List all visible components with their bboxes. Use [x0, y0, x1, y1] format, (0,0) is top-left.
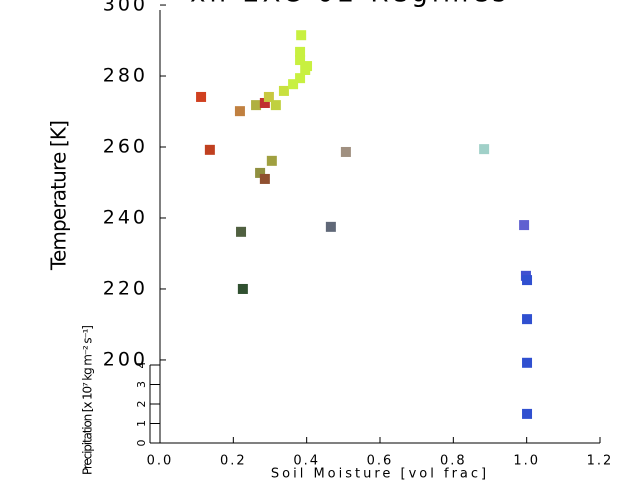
- y-tick-label: 220: [103, 277, 148, 299]
- x-tick-label: 0.4: [293, 454, 320, 469]
- x-axis-label: Soil Moisture [vol frac]: [271, 467, 489, 480]
- point: [255, 167, 266, 178]
- point: [278, 85, 289, 96]
- x-tick-label: 0.8: [440, 454, 467, 469]
- y-tick-label: 280: [103, 65, 148, 87]
- point: [296, 30, 307, 41]
- point: [234, 106, 245, 117]
- point: [259, 173, 270, 184]
- point: [295, 73, 306, 84]
- chart-title: xn EXC 02 Regimes: [190, 0, 510, 9]
- point: [479, 144, 490, 155]
- point: [259, 97, 270, 108]
- point: [325, 221, 336, 232]
- y-tick-label: 300: [103, 0, 148, 16]
- x-tick-label: 1.2: [587, 454, 614, 469]
- point: [295, 46, 306, 57]
- point: [266, 155, 277, 166]
- point: [263, 91, 274, 102]
- x-tick-label: 0.0: [147, 454, 174, 469]
- point: [522, 357, 533, 368]
- point: [251, 100, 262, 111]
- y2-tick-label: 4: [135, 362, 148, 369]
- x-tick-label: 0.6: [367, 454, 394, 469]
- point: [288, 79, 299, 90]
- y2-tick-label: 3: [135, 381, 148, 388]
- x-tick-label: 1.0: [513, 454, 540, 469]
- y2-tick-label: 2: [135, 401, 148, 408]
- point: [522, 314, 533, 325]
- point: [302, 61, 313, 72]
- y2-axis-label: Precipitation [x 10⁷ kg m⁻² s⁻¹]: [81, 325, 95, 475]
- y-tick-label: 240: [103, 206, 148, 228]
- x-tick-label: 0.2: [220, 454, 247, 469]
- y-tick-label: 260: [103, 135, 148, 157]
- point: [236, 226, 247, 237]
- point: [204, 144, 215, 155]
- point: [270, 100, 281, 111]
- point: [196, 91, 207, 102]
- point: [522, 275, 533, 286]
- y2-tick-label: 0: [135, 440, 148, 447]
- point: [519, 220, 530, 231]
- point: [237, 283, 248, 294]
- y-tick-label: 200: [103, 348, 148, 370]
- point: [522, 408, 533, 419]
- y-axis-label: Temperature [K]: [47, 120, 71, 271]
- y2-tick-label: 1: [135, 420, 148, 427]
- point: [295, 55, 306, 66]
- point: [340, 146, 351, 157]
